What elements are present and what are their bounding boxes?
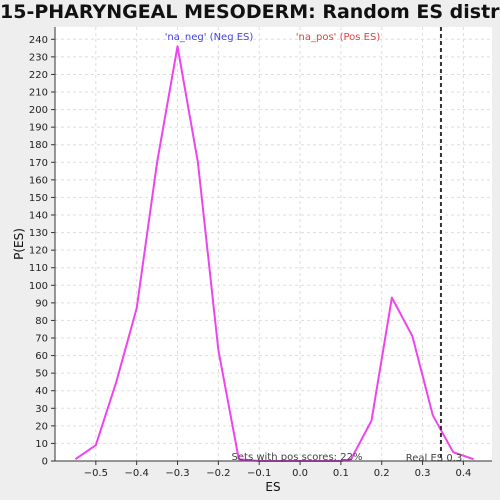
x-tick-label: −0.3 bbox=[165, 468, 189, 479]
y-tick-label: 90 bbox=[35, 298, 48, 309]
y-tick-label: 110 bbox=[29, 263, 48, 274]
y-tick-label: 100 bbox=[29, 281, 48, 292]
y-tick-label: 180 bbox=[29, 140, 48, 151]
x-tick-label: 0.4 bbox=[455, 468, 471, 479]
y-tick-label: 230 bbox=[29, 52, 48, 63]
axes bbox=[54, 27, 492, 462]
y-tick-label: 200 bbox=[29, 105, 48, 116]
y-tick-label: 130 bbox=[29, 228, 48, 239]
y-tick-label: 150 bbox=[29, 193, 48, 204]
pos-scores-annotation: Sets with pos scores: 22% bbox=[232, 452, 363, 463]
x-tick-label: −0.1 bbox=[247, 468, 271, 479]
y-tick-label: 20 bbox=[35, 421, 48, 432]
x-tick-label: 0.1 bbox=[333, 468, 349, 479]
y-tick-label: 0 bbox=[42, 457, 48, 468]
x-tick-label: 0.0 bbox=[292, 468, 308, 479]
y-tick-label: 120 bbox=[29, 246, 48, 257]
y-tick-label: 210 bbox=[29, 88, 48, 99]
y-tick-label: 160 bbox=[29, 175, 48, 186]
x-tick-label: −0.5 bbox=[84, 468, 108, 479]
x-tick-label: −0.2 bbox=[206, 468, 230, 479]
y-tick-label: 30 bbox=[35, 404, 48, 415]
y-tick-label: 60 bbox=[35, 351, 48, 362]
y-tick-label: 10 bbox=[35, 439, 48, 450]
y-tick-label: 140 bbox=[29, 211, 48, 222]
chart-title: 15-PHARYNGEAL MESODERM: Random ES distri… bbox=[0, 1, 500, 23]
x-tick-label: 0.2 bbox=[374, 468, 390, 479]
x-tick-label: 0.3 bbox=[415, 468, 431, 479]
legend-neg: 'na_neg' (Neg ES) bbox=[165, 32, 254, 43]
y-axis-title: P(ES) bbox=[12, 228, 26, 260]
y-tick-label: 190 bbox=[29, 123, 48, 134]
y-tick-label: 220 bbox=[29, 70, 48, 81]
y-tick-label: 70 bbox=[35, 334, 48, 345]
y-tick-label: 50 bbox=[35, 369, 48, 380]
legend-pos: 'na_pos' (Pos ES) bbox=[296, 32, 381, 43]
grid bbox=[55, 27, 492, 461]
real-es-label: Real ES 0.3 bbox=[406, 453, 462, 464]
y-tick-label: 170 bbox=[29, 158, 48, 169]
y-tick-label: 240 bbox=[29, 35, 48, 46]
x-tick-label: −0.4 bbox=[125, 468, 149, 479]
y-tick-label: 80 bbox=[35, 316, 48, 327]
ticks: 0 10 20 30 40 50 60 70 80 90 100 110 120 130 140 150 160… bbox=[29, 35, 471, 479]
y-tick-label: 40 bbox=[35, 386, 48, 397]
x-axis-title: ES bbox=[265, 480, 280, 494]
plot-area bbox=[55, 27, 492, 461]
